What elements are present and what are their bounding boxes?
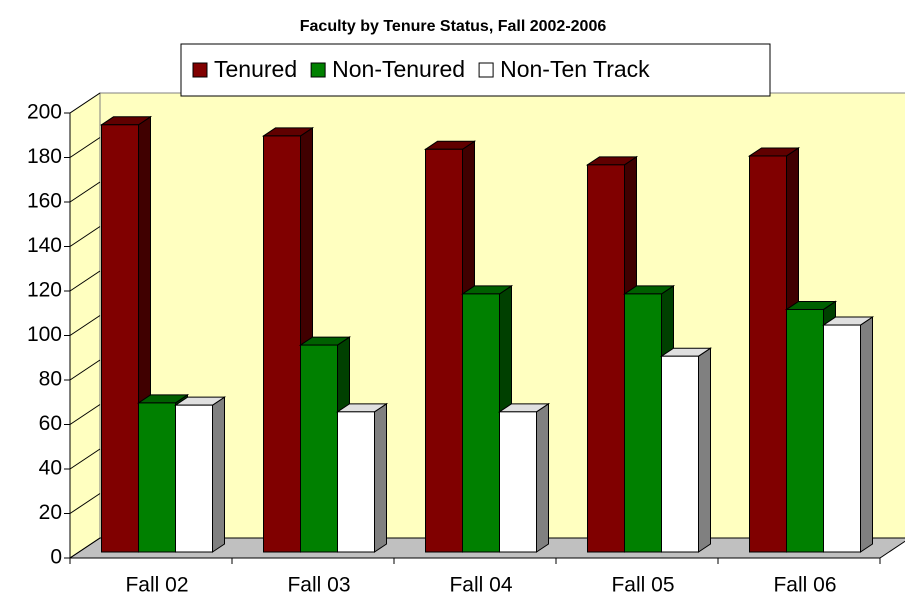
bar-side [212, 396, 225, 553]
bar [298, 336, 352, 553]
bar-front [337, 411, 375, 553]
y-tick-label: 0 [50, 546, 62, 569]
bar-front [175, 404, 213, 553]
bar [497, 402, 551, 553]
chart-title: Faculty by Tenure Status, Fall 2002-2006 [300, 18, 607, 35]
x-tick-label: Fall 06 [773, 574, 836, 597]
grid-line [69, 359, 101, 381]
bar-front [138, 402, 176, 553]
bar-front [425, 148, 463, 553]
grid-line [69, 181, 101, 203]
bar-side [860, 316, 873, 553]
bar-front [462, 293, 500, 553]
bar-front [786, 308, 824, 553]
grid-line [69, 92, 101, 114]
y-tick-label: 20 [39, 501, 62, 524]
y-tick-label: 200 [27, 101, 62, 124]
y-tick-label: 100 [27, 323, 62, 346]
bar-front [661, 355, 699, 553]
bar-side [698, 347, 711, 553]
y-tick-label: 180 [27, 145, 62, 168]
grid-line [69, 270, 101, 292]
bar [821, 316, 875, 553]
bar-front [300, 344, 338, 553]
grid-line [69, 448, 101, 470]
legend-box [180, 43, 771, 97]
bar-side [374, 402, 387, 553]
legend-label: Non-Tenured [332, 56, 465, 82]
bar-front [749, 155, 787, 553]
bar-front [263, 135, 301, 553]
bar [659, 347, 713, 553]
y-tick-label: 40 [39, 457, 62, 480]
bar [173, 396, 227, 553]
bar-front [499, 411, 537, 553]
legend-swatch [192, 62, 208, 78]
y-tick-label: 140 [27, 234, 62, 257]
y-tick-label: 80 [39, 368, 62, 391]
bar-front [101, 124, 139, 553]
bar-front [624, 293, 662, 553]
legend-swatch [310, 62, 326, 78]
bar-side [536, 402, 549, 553]
grid-line [69, 537, 101, 559]
legend-label: Non-Ten Track [500, 56, 650, 82]
grid-line [69, 404, 101, 425]
y-tick-label: 160 [27, 190, 62, 213]
legend-swatch [478, 62, 494, 78]
x-tick-label: Fall 03 [287, 574, 350, 597]
legend-label: Tenured [214, 56, 297, 82]
bar-front [587, 164, 625, 553]
x-tick-label: Fall 05 [611, 574, 674, 597]
x-tick-label: Fall 04 [449, 574, 512, 597]
grid-line [69, 315, 101, 336]
bar [335, 402, 389, 553]
bar-front [823, 324, 861, 553]
x-tick-label: Fall 02 [125, 574, 188, 597]
grid-line [69, 493, 101, 514]
y-tick-label: 60 [39, 412, 62, 435]
grid-line [69, 226, 101, 247]
grid-line [69, 137, 101, 158]
y-tick-label: 120 [27, 279, 62, 302]
